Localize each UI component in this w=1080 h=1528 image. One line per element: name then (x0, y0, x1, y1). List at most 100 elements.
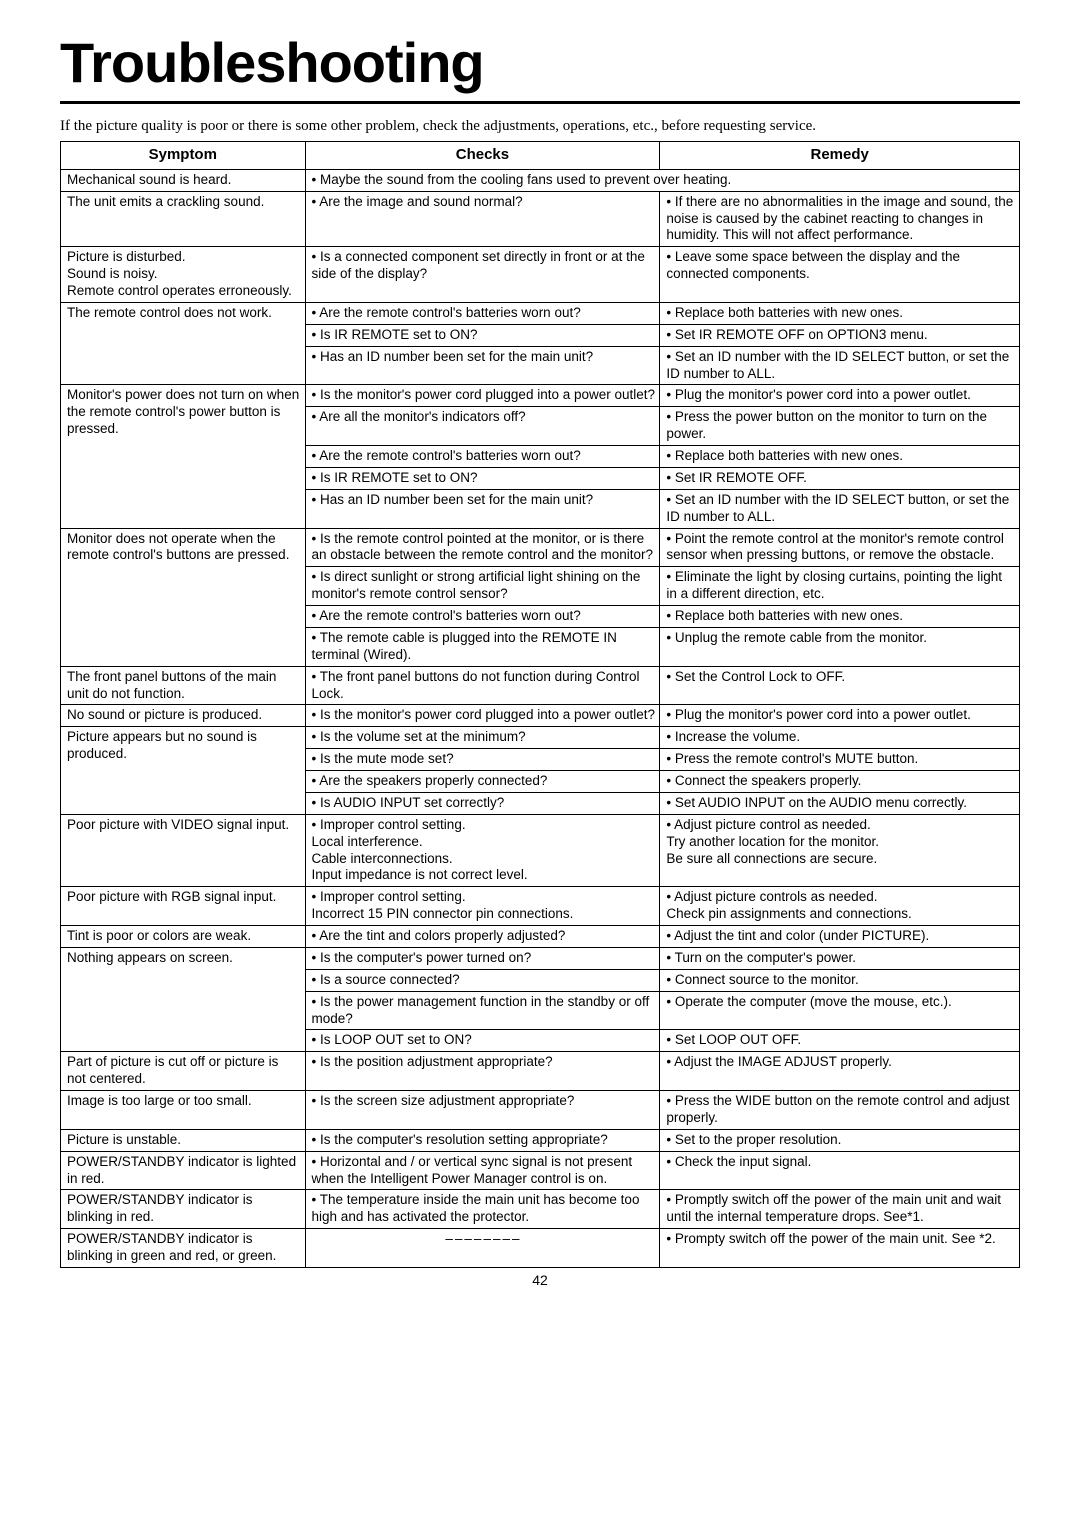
remedy-cell: • Set IR REMOTE OFF. (660, 467, 1020, 489)
remedy-cell: • Connect the speakers properly. (660, 771, 1020, 793)
checks-cell: –––––––– (305, 1229, 660, 1268)
checks-cell: • Is LOOP OUT set to ON? (305, 1030, 660, 1052)
intro-text: If the picture quality is poor or there … (60, 118, 1020, 135)
checks-cell: • Is IR REMOTE set to ON? (305, 467, 660, 489)
checks-cell: • Is the volume set at the minimum? (305, 727, 660, 749)
checks-cell: • Is a source connected? (305, 969, 660, 991)
checks-cell: • Is IR REMOTE set to ON? (305, 324, 660, 346)
symptom-cell: Nothing appears on screen. (61, 947, 306, 1051)
page-title: Troubleshooting (60, 30, 1020, 95)
symptom-cell: Mechanical sound is heard. (61, 169, 306, 191)
table-row: Part of picture is cut off or picture is… (61, 1052, 1020, 1091)
remedy-cell: • Turn on the computer's power. (660, 947, 1020, 969)
remedy-cell: • Set an ID number with the ID SELECT bu… (660, 346, 1020, 385)
remedy-cell: • Set LOOP OUT OFF. (660, 1030, 1020, 1052)
remedy-cell: • Leave some space between the display a… (660, 247, 1020, 303)
table-row: The front panel buttons of the main unit… (61, 666, 1020, 705)
remedy-cell: • Press the power button on the monitor … (660, 407, 1020, 446)
checks-cell: • Is the monitor's power cord plugged in… (305, 705, 660, 727)
checks-cell: • Improper control setting. Local interf… (305, 814, 660, 887)
header-checks: Checks (305, 142, 660, 170)
table-row: The remote control does not work.• Are t… (61, 302, 1020, 324)
checks-cell: • Is the computer's power turned on? (305, 947, 660, 969)
remedy-cell: • Set to the proper resolution. (660, 1129, 1020, 1151)
remedy-cell: • Press the WIDE button on the remote co… (660, 1091, 1020, 1130)
table-row: Poor picture with VIDEO signal input.• I… (61, 814, 1020, 887)
checks-cell: • The remote cable is plugged into the R… (305, 627, 660, 666)
symptom-cell: Image is too large or too small. (61, 1091, 306, 1130)
remedy-cell: • Unplug the remote cable from the monit… (660, 627, 1020, 666)
page-number: 42 (60, 1272, 1020, 1288)
table-row: POWER/STANDBY indicator is lighted in re… (61, 1151, 1020, 1190)
table-row: Picture is disturbed. Sound is noisy. Re… (61, 247, 1020, 303)
remedy-cell: • Replace both batteries with new ones. (660, 606, 1020, 628)
remedy-cell: • Replace both batteries with new ones. (660, 446, 1020, 468)
checks-cell: • Is the mute mode set? (305, 749, 660, 771)
symptom-cell: The front panel buttons of the main unit… (61, 666, 306, 705)
checks-cell: • Is the monitor's power cord plugged in… (305, 385, 660, 407)
symptom-cell: Tint is poor or colors are weak. (61, 926, 306, 948)
symptom-cell: The unit emits a crackling sound. (61, 191, 306, 247)
table-row: Monitor's power does not turn on when th… (61, 385, 1020, 407)
remedy-cell: • Set IR REMOTE OFF on OPTION3 menu. (660, 324, 1020, 346)
symptom-cell: Picture is disturbed. Sound is noisy. Re… (61, 247, 306, 303)
remedy-cell: • Promptly switch off the power of the m… (660, 1190, 1020, 1229)
checks-cell: • Are the remote control's batteries wor… (305, 302, 660, 324)
remedy-cell: • Adjust picture control as needed. Try … (660, 814, 1020, 887)
remedy-cell: • Adjust the IMAGE ADJUST properly. (660, 1052, 1020, 1091)
checks-cell: • The front panel buttons do not functio… (305, 666, 660, 705)
symptom-cell: No sound or picture is produced. (61, 705, 306, 727)
table-row: POWER/STANDBY indicator is blinking in g… (61, 1229, 1020, 1268)
checks-cell: • Improper control setting. Incorrect 15… (305, 887, 660, 926)
symptom-cell: Monitor does not operate when the remote… (61, 528, 306, 666)
symptom-cell: Poor picture with RGB signal input. (61, 887, 306, 926)
checks-cell: • Are the image and sound normal? (305, 191, 660, 247)
remedy-cell: • Operate the computer (move the mouse, … (660, 991, 1020, 1030)
table-row: Picture appears but no sound is produced… (61, 727, 1020, 749)
checks-cell: • Is the computer's resolution setting a… (305, 1129, 660, 1151)
symptom-cell: Monitor's power does not turn on when th… (61, 385, 306, 528)
checks-cell: • Maybe the sound from the cooling fans … (305, 169, 1019, 191)
remedy-cell: • Adjust picture controls as needed. Che… (660, 887, 1020, 926)
symptom-cell: Poor picture with VIDEO signal input. (61, 814, 306, 887)
remedy-cell: • Set AUDIO INPUT on the AUDIO menu corr… (660, 792, 1020, 814)
symptom-cell: Picture is unstable. (61, 1129, 306, 1151)
checks-cell: • Is the position adjustment appropriate… (305, 1052, 660, 1091)
table-row: Monitor does not operate when the remote… (61, 528, 1020, 567)
remedy-cell: • Eliminate the light by closing curtain… (660, 567, 1020, 606)
remedy-cell: • Increase the volume. (660, 727, 1020, 749)
title-underline (60, 101, 1020, 104)
table-row: Tint is poor or colors are weak.• Are th… (61, 926, 1020, 948)
checks-cell: • Is AUDIO INPUT set correctly? (305, 792, 660, 814)
table-row: Picture is unstable.• Is the computer's … (61, 1129, 1020, 1151)
checks-cell: • Is the screen size adjustment appropri… (305, 1091, 660, 1130)
table-row: The unit emits a crackling sound.• Are t… (61, 191, 1020, 247)
troubleshooting-table: Symptom Checks Remedy Mechanical sound i… (60, 141, 1020, 1268)
checks-cell: • Is the remote control pointed at the m… (305, 528, 660, 567)
table-row: No sound or picture is produced.• Is the… (61, 705, 1020, 727)
remedy-cell: • Set the Control Lock to OFF. (660, 666, 1020, 705)
checks-cell: • The temperature inside the main unit h… (305, 1190, 660, 1229)
checks-cell: • Horizontal and / or vertical sync sign… (305, 1151, 660, 1190)
header-symptom: Symptom (61, 142, 306, 170)
symptom-cell: POWER/STANDBY indicator is blinking in r… (61, 1190, 306, 1229)
checks-cell: • Is a connected component set directly … (305, 247, 660, 303)
checks-cell: • Are the tint and colors properly adjus… (305, 926, 660, 948)
symptom-cell: The remote control does not work. (61, 302, 306, 385)
symptom-cell: POWER/STANDBY indicator is blinking in g… (61, 1229, 306, 1268)
table-header-row: Symptom Checks Remedy (61, 142, 1020, 170)
symptom-cell: Part of picture is cut off or picture is… (61, 1052, 306, 1091)
checks-cell: • Are the speakers properly connected? (305, 771, 660, 793)
checks-cell: • Are the remote control's batteries wor… (305, 446, 660, 468)
symptom-cell: Picture appears but no sound is produced… (61, 727, 306, 815)
remedy-cell: • Adjust the tint and color (under PICTU… (660, 926, 1020, 948)
checks-cell: • Is the power management function in th… (305, 991, 660, 1030)
table-row: Image is too large or too small.• Is the… (61, 1091, 1020, 1130)
header-remedy: Remedy (660, 142, 1020, 170)
remedy-cell: • Press the remote control's MUTE button… (660, 749, 1020, 771)
table-row: Nothing appears on screen.• Is the compu… (61, 947, 1020, 969)
table-row: Mechanical sound is heard.• Maybe the so… (61, 169, 1020, 191)
checks-cell: • Are the remote control's batteries wor… (305, 606, 660, 628)
checks-cell: • Is direct sunlight or strong artificia… (305, 567, 660, 606)
remedy-cell: • Set an ID number with the ID SELECT bu… (660, 489, 1020, 528)
